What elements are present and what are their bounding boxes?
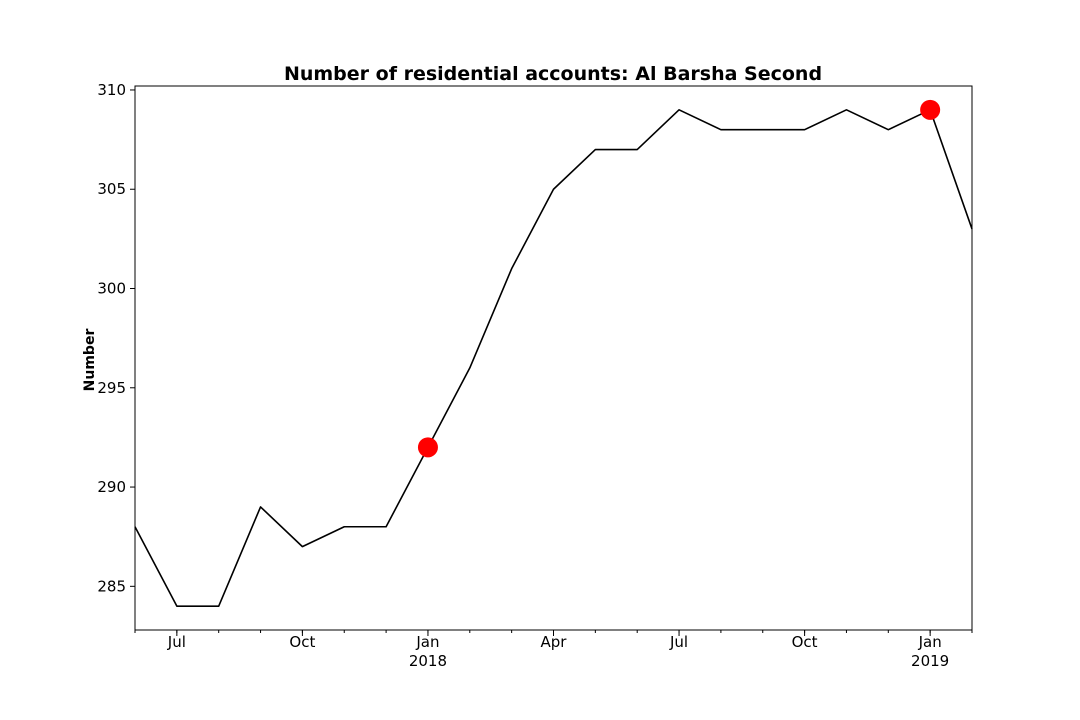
- y-tick-label: 290: [97, 478, 126, 496]
- x-tick-label: Jul: [167, 633, 186, 651]
- series-line: [134, 109, 973, 607]
- highlight-point: [920, 99, 941, 120]
- y-axis-label: Number: [82, 329, 98, 392]
- x-tick-label: Jan: [918, 633, 942, 651]
- chart-title: Number of residential accounts: Al Barsh…: [284, 63, 822, 85]
- x-tick-year-label: 2019: [911, 652, 949, 670]
- plot-area-frame: [134, 85, 973, 631]
- x-tick-year-label: 2018: [409, 652, 447, 670]
- y-tick-label: 285: [97, 577, 126, 595]
- y-tick-label: 295: [97, 379, 126, 397]
- highlight-point: [417, 437, 438, 458]
- x-tick-label: Oct: [792, 633, 818, 651]
- y-tick-label: 305: [97, 180, 126, 198]
- x-tick-label: Oct: [289, 633, 315, 651]
- x-tick-label: Jul: [669, 633, 688, 651]
- x-tick-label: Jan: [415, 633, 439, 651]
- x-tick-label: Apr: [541, 633, 568, 651]
- y-tick-label: 310: [97, 81, 126, 99]
- y-tick-label: 300: [97, 280, 126, 298]
